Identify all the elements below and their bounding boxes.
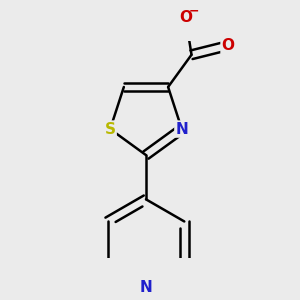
Text: N: N xyxy=(140,280,152,295)
Text: O: O xyxy=(179,10,192,25)
Text: N: N xyxy=(176,122,188,136)
Text: O: O xyxy=(221,38,235,53)
Text: S: S xyxy=(105,122,116,136)
Text: −: − xyxy=(188,5,199,18)
